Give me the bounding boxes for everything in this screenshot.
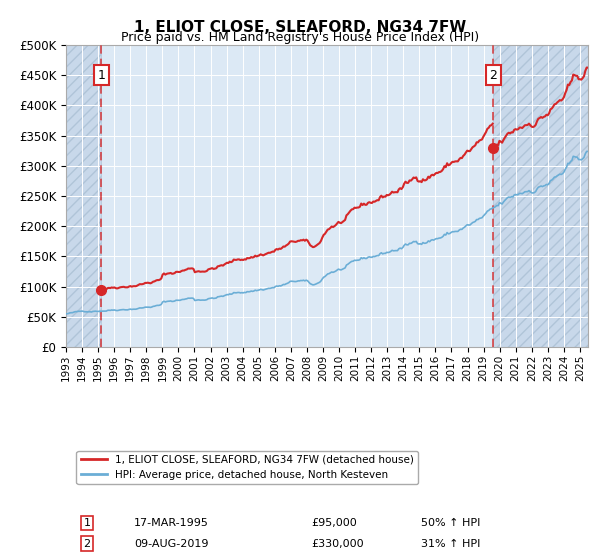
Text: 2: 2 [83,539,91,549]
Text: 09-AUG-2019: 09-AUG-2019 [134,539,208,549]
Text: 1, ELIOT CLOSE, SLEAFORD, NG34 7FW: 1, ELIOT CLOSE, SLEAFORD, NG34 7FW [134,20,466,35]
Legend: 1, ELIOT CLOSE, SLEAFORD, NG34 7FW (detached house), HPI: Average price, detache: 1, ELIOT CLOSE, SLEAFORD, NG34 7FW (deta… [76,451,418,484]
Text: £95,000: £95,000 [311,518,357,528]
Bar [66,45,101,347]
Text: 50% ↑ HPI: 50% ↑ HPI [421,518,481,528]
Text: 17-MAR-1995: 17-MAR-1995 [134,518,209,528]
Text: 2: 2 [490,68,497,82]
Text: £330,000: £330,000 [311,539,364,549]
Text: Price paid vs. HM Land Registry's House Price Index (HPI): Price paid vs. HM Land Registry's House … [121,31,479,44]
Text: 1: 1 [98,68,106,82]
Bar [493,45,588,347]
Text: 1: 1 [83,518,91,528]
Text: 31% ↑ HPI: 31% ↑ HPI [421,539,481,549]
